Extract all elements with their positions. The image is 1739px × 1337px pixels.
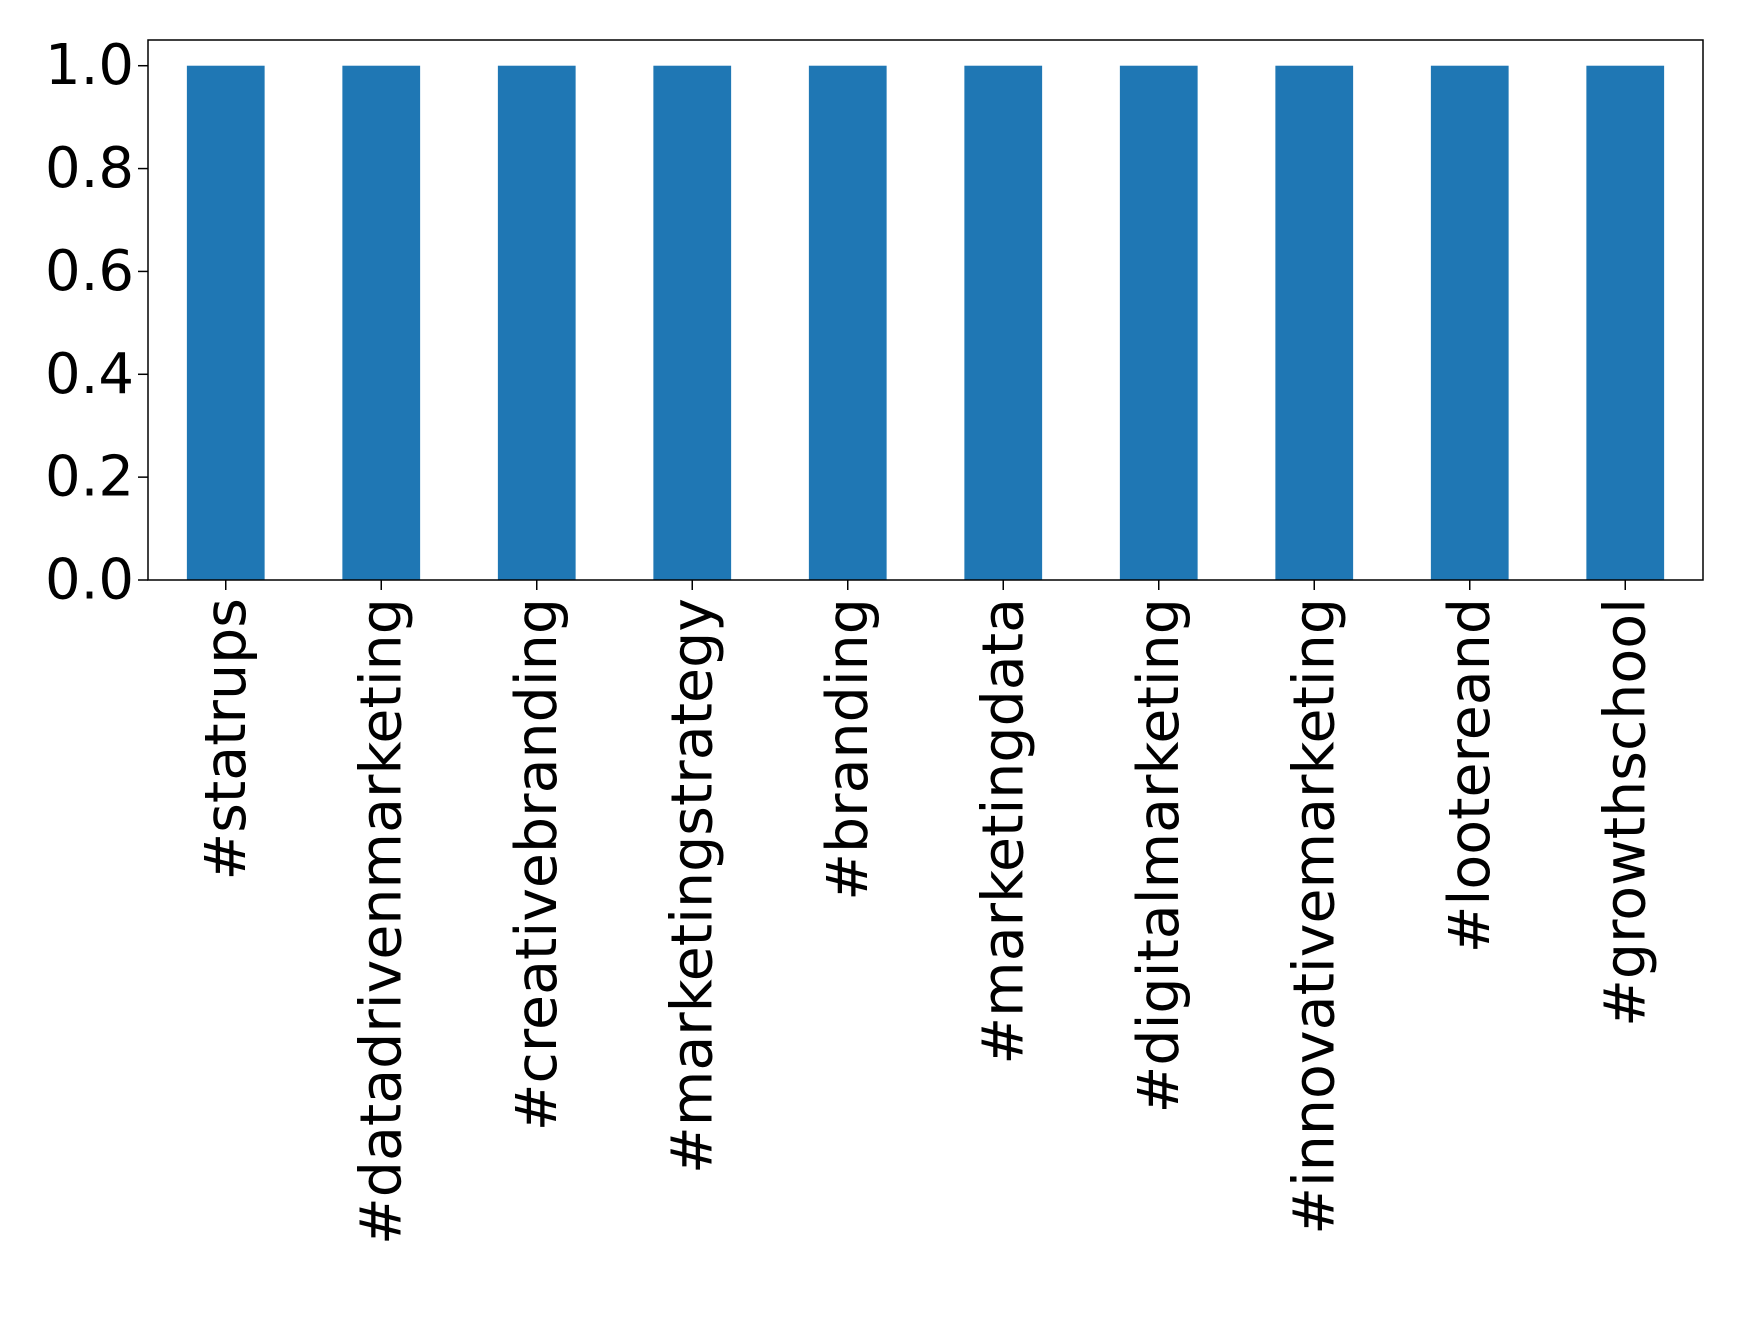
bar xyxy=(964,65,1043,580)
x-axis: #statrups #datadrivenmarketing #creativebr… xyxy=(193,580,1658,1245)
x-tick-label: #branding xyxy=(815,598,881,901)
bar xyxy=(1430,65,1509,580)
x-tick-label: #lootereand xyxy=(1437,598,1503,953)
bar xyxy=(1586,65,1665,580)
y-tick-label: 0.0 xyxy=(45,548,134,613)
y-axis: 0.0 0.2 0.4 0.6 0.8 1.0 xyxy=(45,33,148,613)
bar xyxy=(497,65,576,580)
y-tick-label: 0.2 xyxy=(45,445,134,510)
x-tick-label: #marketingstrategy xyxy=(659,598,725,1174)
y-tick-label: 0.8 xyxy=(45,136,134,201)
bar xyxy=(1119,65,1198,580)
bar xyxy=(342,65,421,580)
x-tick-label: #datadrivenmarketing xyxy=(348,598,414,1245)
x-tick-label: #digitalmarketing xyxy=(1126,598,1192,1113)
x-tick-label: #growthschool xyxy=(1592,598,1658,1027)
bars-layer xyxy=(186,65,1665,580)
x-tick-label: #marketingdata xyxy=(970,598,1036,1065)
x-tick-label: #statrups xyxy=(193,598,259,881)
x-tick-label: #innovativemarketing xyxy=(1281,598,1347,1235)
y-tick-label: 1.0 xyxy=(45,33,134,98)
bar xyxy=(808,65,887,580)
y-tick-label: 0.6 xyxy=(45,239,134,304)
bar xyxy=(1275,65,1354,580)
x-tick-label: #creativebranding xyxy=(504,598,570,1131)
y-tick-label: 0.4 xyxy=(45,342,134,407)
bar xyxy=(653,65,732,580)
bar xyxy=(186,65,265,580)
plot-frame xyxy=(147,39,1704,581)
